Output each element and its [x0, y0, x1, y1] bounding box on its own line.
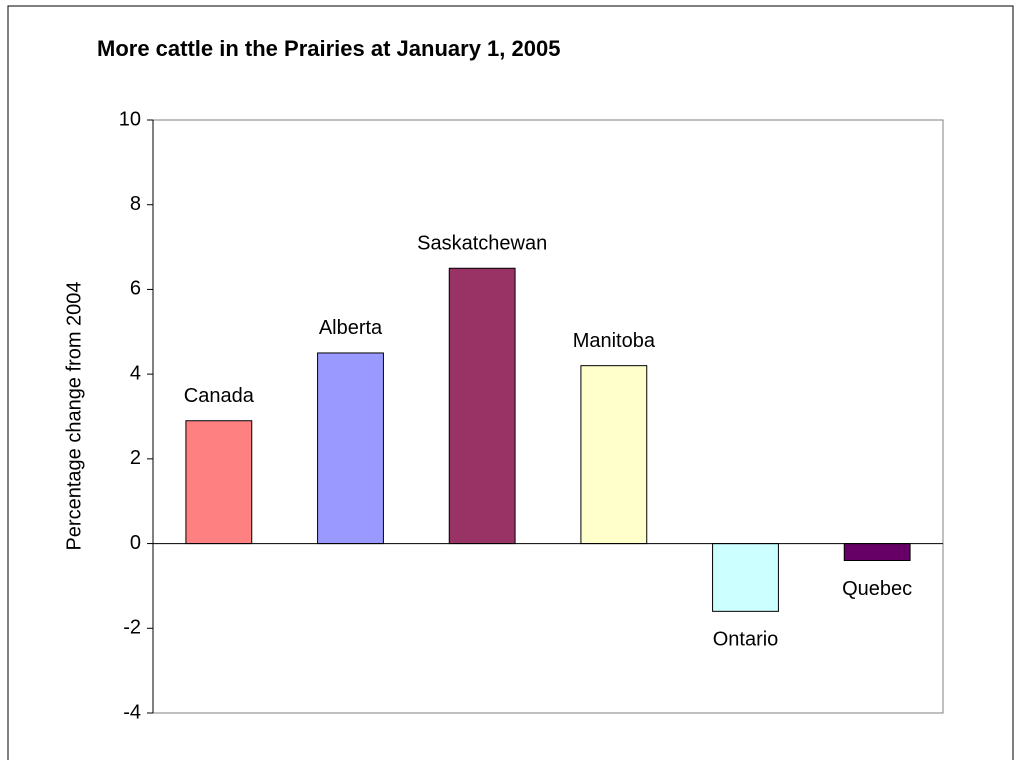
y-tick-label: 0	[130, 532, 141, 554]
y-tick-label: 8	[130, 193, 141, 215]
y-tick-label: -4	[123, 701, 141, 723]
chart-title: More cattle in the Prairies at January 1…	[97, 36, 560, 61]
category-label: Canada	[184, 385, 255, 407]
category-label: Ontario	[713, 629, 779, 651]
category-label: Saskatchewan	[417, 233, 547, 255]
y-tick-label: 10	[119, 108, 141, 130]
bar	[317, 352, 384, 545]
y-tick-label: 2	[130, 447, 141, 469]
y-tick-label: 4	[130, 362, 141, 384]
bar	[843, 543, 911, 562]
y-tick-label: -2	[123, 617, 141, 639]
category-label: Quebec	[842, 578, 912, 600]
bar	[580, 365, 648, 545]
category-label: Manitoba	[573, 330, 656, 352]
category-label: Alberta	[319, 317, 383, 339]
y-axis-label: Percentage change from 2004	[63, 281, 85, 550]
bar	[448, 267, 516, 545]
plot-area	[152, 119, 944, 714]
y-tick-label: 6	[130, 278, 141, 300]
bar	[185, 420, 253, 545]
bar	[712, 543, 779, 612]
